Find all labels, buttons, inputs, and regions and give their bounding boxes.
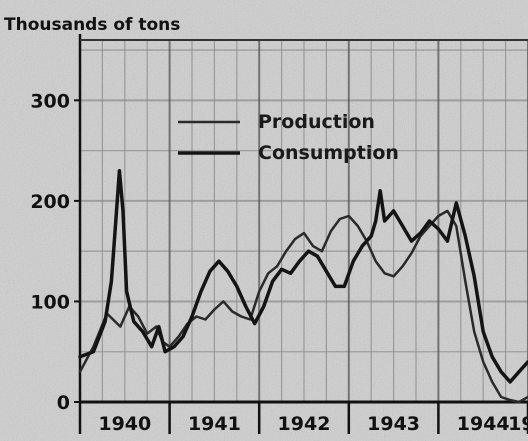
y-tick-label: 200 bbox=[30, 191, 70, 213]
x-tick-label: 1944 bbox=[457, 413, 510, 435]
series-group bbox=[78, 168, 528, 404]
y-tick-label: 0 bbox=[57, 392, 70, 414]
x-axis-ticks: 1940 1941 1942 1943 1944194 bbox=[78, 402, 528, 435]
y-axis-label: Thousands of tons bbox=[4, 15, 180, 35]
x-tick-label: 1940 bbox=[98, 413, 151, 435]
legend-label-consumption: Consumption bbox=[258, 142, 399, 164]
y-tick-label: 300 bbox=[30, 90, 70, 112]
series-line-consumption bbox=[78, 168, 528, 384]
x-tick-label: 194 bbox=[508, 413, 528, 435]
axes bbox=[78, 34, 528, 404]
x-tick-label: 1942 bbox=[278, 413, 331, 435]
y-axis-ticks: 0 100 200 300 bbox=[30, 90, 80, 414]
legend: Production Consumption bbox=[178, 111, 399, 164]
x-tick-label: 1941 bbox=[188, 413, 241, 435]
x-tick-label: 1943 bbox=[367, 413, 420, 435]
legend-label-production: Production bbox=[258, 111, 375, 133]
y-tick-label: 100 bbox=[30, 291, 70, 313]
